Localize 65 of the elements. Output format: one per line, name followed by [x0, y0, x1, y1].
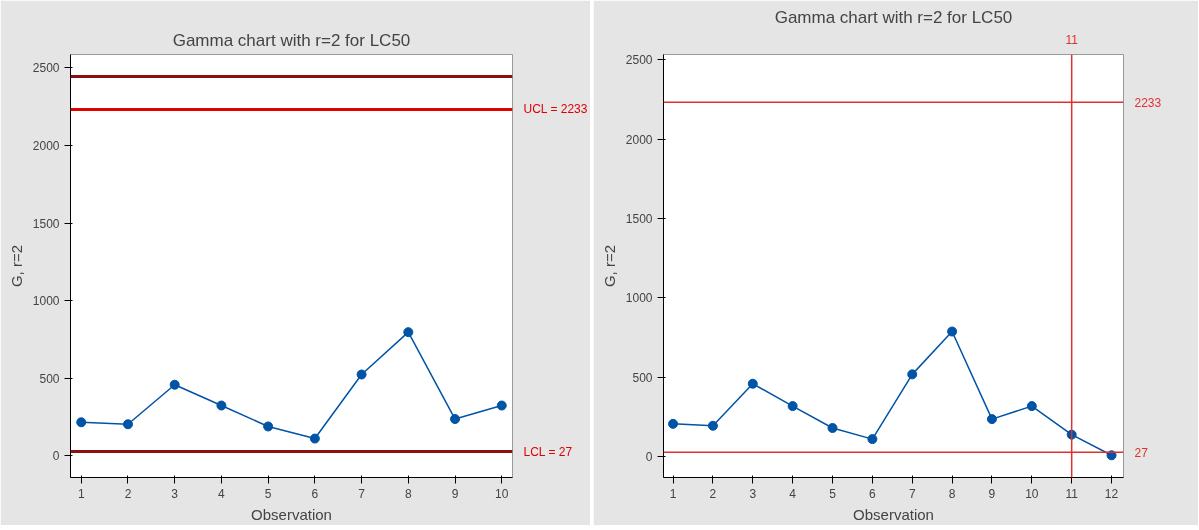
- x-tick-label: 11: [1065, 486, 1079, 501]
- y-axis-title: G, r=2: [600, 244, 618, 288]
- y-tick-label: 1500: [32, 216, 60, 231]
- x-tick-label: 9: [988, 486, 996, 501]
- point: [309, 433, 320, 444]
- x-tick-label: 5: [829, 486, 837, 501]
- x-tick-label: 2: [124, 486, 132, 501]
- y-tick-label: 1000: [625, 291, 653, 306]
- x-tick-label: 6: [311, 486, 319, 501]
- point: [827, 423, 838, 433]
- y-tick-label: 500: [632, 370, 653, 385]
- y-tick-label: 2500: [625, 53, 653, 68]
- y-axis-title: G, r=2: [7, 244, 25, 288]
- x-tick-label: 7: [908, 486, 916, 501]
- ref-line-label: 27: [1134, 445, 1149, 460]
- y-tick-label: 0: [52, 449, 60, 464]
- point: [668, 418, 679, 429]
- y-tick-label: 2000: [32, 139, 60, 154]
- point: [1026, 401, 1037, 412]
- point: [76, 417, 87, 428]
- x-tick-label: 2: [709, 486, 717, 501]
- point: [122, 419, 133, 430]
- point: [496, 400, 507, 411]
- ref-line-label: 2233: [1134, 95, 1162, 110]
- y-tick-label: 2500: [32, 61, 60, 76]
- point: [986, 414, 997, 425]
- point: [356, 369, 367, 380]
- point: [263, 421, 274, 432]
- x-tick-label: 4: [218, 486, 226, 501]
- y-tick-label: 2000: [625, 132, 653, 147]
- x-tick-label: 5: [264, 486, 272, 501]
- x-axis-title: Observation: [853, 505, 934, 523]
- x-axis-title: Observation: [251, 505, 332, 523]
- point: [947, 326, 958, 337]
- chart-title: Gamma chart with r=2 for LC50: [172, 30, 411, 50]
- x-tick-label: 3: [171, 486, 179, 501]
- x-tick-label: 1: [77, 486, 85, 501]
- point: [403, 327, 414, 338]
- point: [907, 369, 918, 380]
- ref-line-label: 11: [1065, 32, 1079, 47]
- point: [787, 401, 798, 412]
- ref-line-label: LCL = 27: [523, 444, 573, 459]
- y-tick-label: 0: [645, 450, 653, 465]
- x-tick-label: 3: [749, 486, 757, 501]
- x-tick-label: 8: [948, 486, 956, 501]
- chart-title: Gamma chart with r=2 for LC50: [774, 7, 1013, 27]
- x-tick-label: 9: [451, 486, 459, 501]
- ref-line-label: UCL = 2233: [523, 102, 588, 117]
- y-tick-label: 1000: [32, 294, 60, 309]
- point: [747, 378, 758, 389]
- x-tick-label: 10: [1025, 486, 1039, 501]
- x-tick-label: 8: [404, 486, 412, 501]
- x-tick-label: 6: [869, 486, 877, 501]
- point: [450, 414, 461, 425]
- x-tick-label: 4: [789, 486, 797, 501]
- point: [169, 379, 180, 390]
- y-tick-label: 1500: [625, 212, 653, 227]
- point: [216, 400, 227, 411]
- x-tick-label: 1: [669, 486, 677, 501]
- y-tick-label: 500: [39, 371, 60, 386]
- point: [867, 434, 878, 445]
- point: [707, 420, 718, 431]
- x-tick-label: 10: [495, 486, 509, 501]
- x-tick-label: 7: [358, 486, 366, 501]
- x-tick-label: 12: [1104, 486, 1119, 501]
